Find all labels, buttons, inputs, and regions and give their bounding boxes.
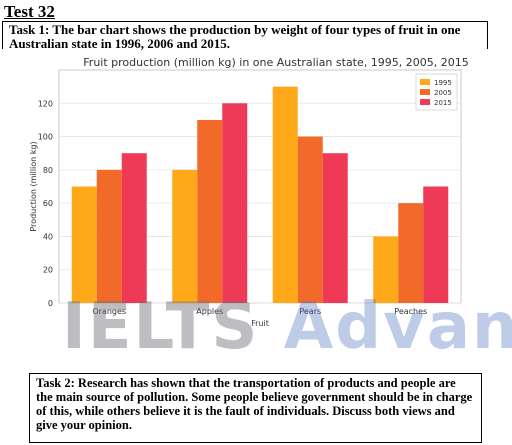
chart-container: Fruit production (million kg) in one Aus… <box>0 50 512 365</box>
y-tick-label: 120 <box>38 99 53 108</box>
legend-swatch-2005 <box>420 89 430 95</box>
x-tick-label: Peaches <box>394 307 427 316</box>
bar-pears-2005 <box>297 136 323 303</box>
y-tick-label: 40 <box>43 232 53 241</box>
bar-apples-2005 <box>197 119 223 303</box>
bar-apples-2015 <box>222 103 248 304</box>
x-tick-label: Oranges <box>92 307 126 316</box>
bar-oranges-2005 <box>96 169 122 303</box>
bar-oranges-1995 <box>71 186 97 303</box>
bar-peaches-1995 <box>373 236 399 303</box>
task1-prompt: Task 1: The bar chart shows the producti… <box>2 21 488 51</box>
bar-apples-1995 <box>172 169 198 303</box>
legend-swatch-2015 <box>420 99 430 105</box>
bar-peaches-2015 <box>423 186 449 303</box>
test-heading: Test 32 <box>4 2 55 21</box>
bar-pears-1995 <box>272 86 298 303</box>
bar-peaches-2005 <box>398 203 424 303</box>
x-tick-label: Apples <box>196 307 223 316</box>
legend-label-2015: 2015 <box>434 99 452 107</box>
legend-label-2005: 2005 <box>434 89 452 97</box>
x-tick-label: Pears <box>299 307 321 316</box>
bar-oranges-2015 <box>121 153 147 303</box>
bar-chart: 0 20 40 60 80 100 120 Oranges Apples Pears Peaches… <box>29 69 462 328</box>
legend-label-1995: 1995 <box>434 79 452 87</box>
task2-prompt: Task 2: Research has shown that the tran… <box>29 373 482 443</box>
chart-title: Fruit production (million kg) in one Aus… <box>83 56 469 69</box>
y-tick-label: 20 <box>43 266 53 275</box>
bar-pears-2015 <box>322 153 348 303</box>
x-axis-label: Fruit <box>251 319 269 328</box>
y-tick-label: 60 <box>43 199 53 208</box>
y-axis-label: Production (million kg) <box>29 141 38 231</box>
legend-swatch-1995 <box>420 79 430 85</box>
y-tick-label: 0 <box>48 299 53 308</box>
y-tick-label: 80 <box>43 166 53 175</box>
y-tick-label: 100 <box>38 133 53 142</box>
